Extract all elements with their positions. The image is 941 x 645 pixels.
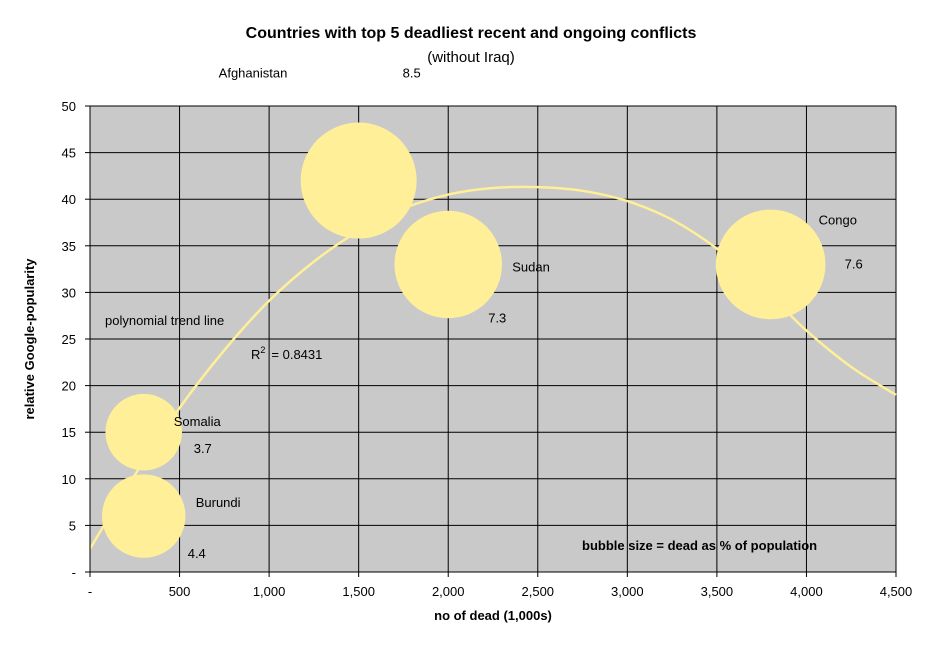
axes bbox=[85, 105, 897, 577]
bubble-burundi bbox=[102, 474, 186, 558]
bubble-somalia bbox=[105, 393, 182, 471]
x-tick-label: 500 bbox=[169, 584, 191, 599]
y-tick-label: 30 bbox=[62, 285, 76, 300]
size-label-burundi: 4.4 bbox=[188, 546, 206, 561]
bubble-layer bbox=[102, 122, 826, 558]
r-squared-label: R2 = 0.8431 bbox=[251, 345, 322, 362]
y-tick-label: 15 bbox=[62, 425, 76, 440]
x-tick-label: 1,000 bbox=[253, 584, 286, 599]
bubble-afghanistan bbox=[300, 122, 417, 239]
y-tick-label: 35 bbox=[62, 239, 76, 254]
point-label-somalia: Somalia bbox=[174, 414, 222, 429]
x-tick-label: 3,000 bbox=[611, 584, 644, 599]
y-tick-label: 5 bbox=[69, 518, 76, 533]
y-tick-label: 25 bbox=[62, 332, 76, 347]
size-label-somalia: 3.7 bbox=[194, 441, 212, 456]
size-label-congo: 7.6 bbox=[845, 256, 863, 271]
y-tick-label: - bbox=[72, 565, 76, 580]
bubble-size-note: bubble size = dead as % of population bbox=[582, 538, 817, 553]
x-axis-title: no of dead (1,000s) bbox=[434, 608, 552, 623]
point-label-sudan: Sudan bbox=[512, 259, 550, 274]
x-tick-label: - bbox=[88, 584, 92, 599]
y-tick-label: 40 bbox=[62, 192, 76, 207]
y-axis-title: relative Google-popularity bbox=[22, 258, 37, 420]
x-tick-label: 4,500 bbox=[880, 584, 913, 599]
point-label-burundi: Burundi bbox=[196, 495, 241, 510]
chart-subtitle: (without Iraq) bbox=[427, 49, 515, 66]
size-label-afghanistan: 8.5 bbox=[403, 66, 421, 81]
tick-labels: - 5 10 15 20 25 30 35 40 45 50 - 500 1,000 1,500 2,000 2… bbox=[62, 99, 913, 599]
r-squared-sup: 2 bbox=[260, 345, 265, 355]
chart-title: Countries with top 5 deadliest recent an… bbox=[246, 25, 697, 42]
gridlines bbox=[90, 105, 897, 572]
y-tick-label: 20 bbox=[62, 379, 76, 394]
size-label-sudan: 7.3 bbox=[488, 310, 506, 325]
point-labels: Afghanistan 8.5 Sudan 7.3 Congo 7.6 Somalia 3.7… bbox=[174, 66, 863, 562]
x-tick-label: 4,000 bbox=[790, 584, 823, 599]
r-squared-prefix: R bbox=[251, 347, 260, 362]
x-tick-label: 3,500 bbox=[701, 584, 734, 599]
bubble-congo bbox=[715, 209, 826, 320]
x-tick-label: 2,500 bbox=[522, 584, 555, 599]
point-label-afghanistan: Afghanistan bbox=[219, 66, 288, 81]
bubble-sudan bbox=[394, 210, 502, 319]
y-tick-label: 10 bbox=[62, 472, 76, 487]
y-tick-label: 50 bbox=[62, 99, 76, 114]
trendline-label: polynomial trend line bbox=[105, 313, 224, 328]
x-tick-label: 2,000 bbox=[432, 584, 465, 599]
x-tick-label: 1,500 bbox=[342, 584, 375, 599]
point-label-congo: Congo bbox=[819, 212, 857, 227]
y-tick-label: 45 bbox=[62, 146, 76, 161]
r-squared-value: = 0.8431 bbox=[271, 347, 322, 362]
